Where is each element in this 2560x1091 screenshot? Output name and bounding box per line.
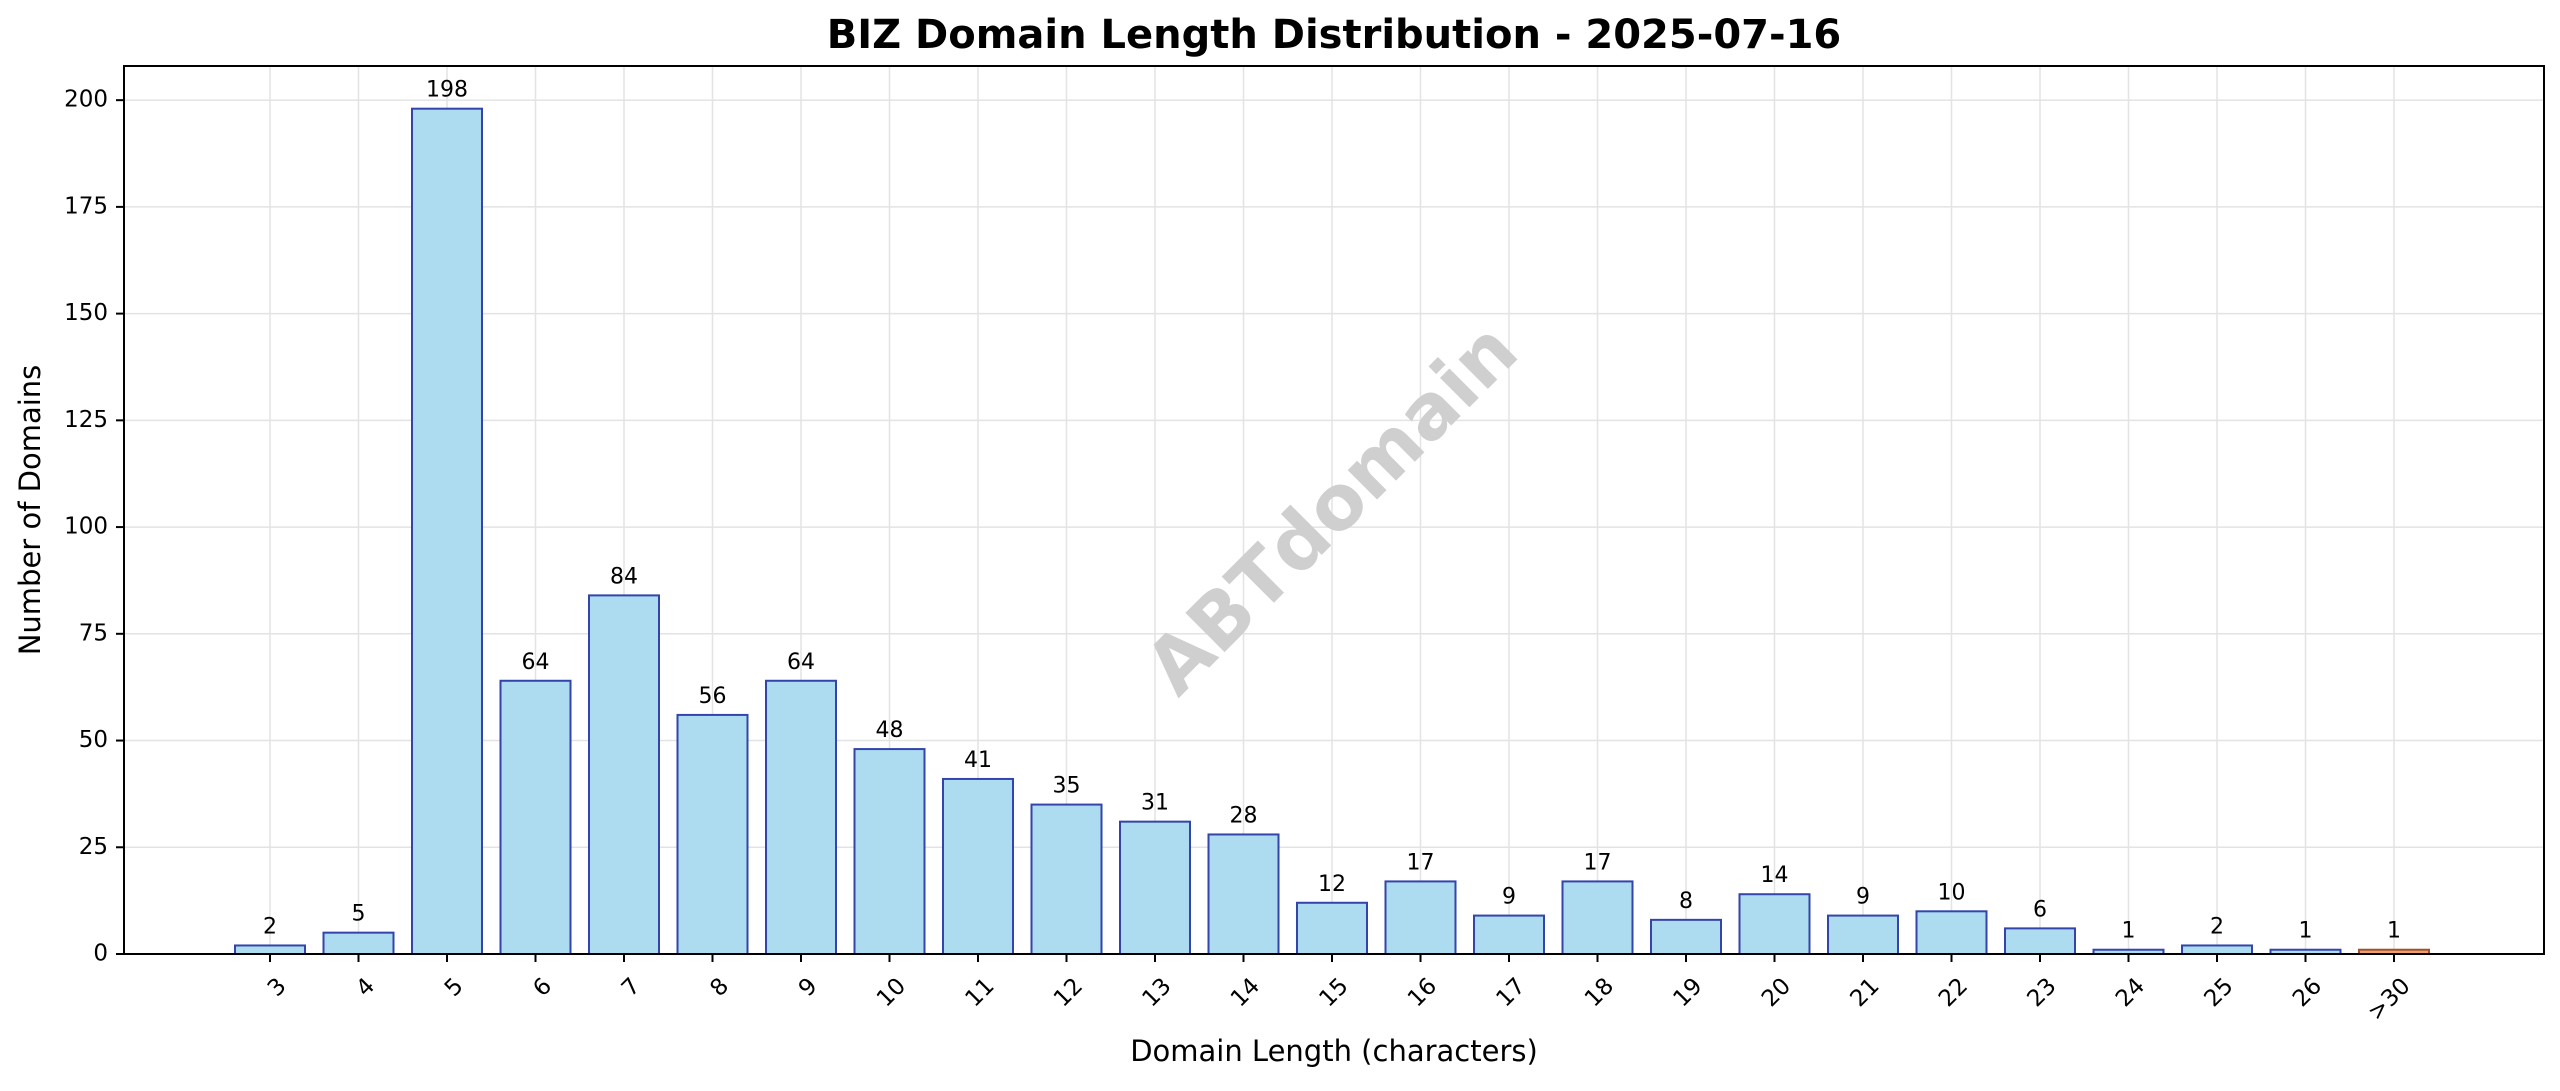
- y-tick-label: 175: [64, 193, 108, 219]
- y-tick-label: 0: [93, 941, 108, 967]
- bar-value-label: 56: [699, 684, 727, 709]
- bar-5: [411, 107, 483, 955]
- bar-value-label: 5: [352, 902, 366, 927]
- bar-11: [942, 777, 1014, 956]
- bar-value-label: 10: [1938, 880, 1966, 905]
- bar-value-label: 28: [1230, 803, 1258, 828]
- y-axis-ticks: 0 25 50 75 100 125 150 175 200: [64, 87, 124, 967]
- bar-value-label: 198: [426, 78, 468, 103]
- bar-21: [1827, 914, 1899, 955]
- y-tick-label: 200: [64, 87, 108, 113]
- bar-4: [322, 931, 395, 956]
- bar-23: [2004, 927, 2076, 956]
- bar-16: [1384, 880, 1457, 956]
- bar-value-label: 31: [1141, 791, 1169, 816]
- bar-value-label: 64: [787, 650, 815, 675]
- y-tick-label: 50: [79, 727, 108, 753]
- y-axis-label: Number of Domains: [13, 365, 47, 656]
- bar-9: [765, 679, 837, 955]
- bars: [234, 107, 2430, 956]
- bar-value-label: 2: [2210, 914, 2224, 939]
- y-tick-label: 100: [64, 514, 108, 540]
- bar-value-label: 2: [263, 914, 277, 939]
- chart-title: BIZ Domain Length Distribution - 2025-07…: [827, 12, 1842, 58]
- bar-value-label: 84: [610, 564, 638, 589]
- y-tick-label: 150: [64, 300, 108, 326]
- bar-value-label: 1: [2299, 919, 2313, 944]
- bar-value-label: 17: [1407, 850, 1435, 875]
- bar-value-label: 41: [964, 748, 992, 773]
- bar-18: [1561, 880, 1634, 956]
- bar-6: [499, 679, 572, 955]
- bar-3: [234, 944, 306, 956]
- bar-value-label: 1: [2387, 919, 2401, 944]
- bar-value-label: 35: [1053, 774, 1081, 799]
- bar-value-label: 48: [876, 718, 904, 743]
- y-tick-label: 75: [79, 620, 108, 646]
- bar-17: [1473, 914, 1545, 955]
- bar-10: [853, 748, 926, 955]
- bar-value-label: 14: [1761, 863, 1789, 888]
- bar-value-label: 17: [1584, 850, 1612, 875]
- bar-value-label: 8: [1679, 889, 1693, 914]
- bar-15: [1296, 901, 1368, 955]
- bar-22: [1915, 910, 1988, 955]
- bar-value-label: 12: [1318, 872, 1346, 897]
- bar-14: [1207, 833, 1280, 956]
- bar-25: [2181, 944, 2253, 956]
- bar-20: [1738, 893, 1811, 956]
- bar-value-label: 64: [522, 650, 550, 675]
- bar-8: [676, 713, 749, 956]
- bar-13: [1119, 820, 1191, 956]
- bar-7: [588, 594, 660, 956]
- bar-12: [1030, 803, 1103, 955]
- bar-value-label: 6: [2033, 897, 2047, 922]
- bar-value-label: 9: [1856, 885, 1870, 910]
- bar-value-label: 1: [2122, 919, 2136, 944]
- y-tick-label: 125: [64, 407, 108, 433]
- y-tick-label: 25: [79, 834, 108, 860]
- plot-frame: [123, 65, 2545, 955]
- x-axis-label: Domain Length (characters): [1130, 1034, 1538, 1068]
- bar-19: [1650, 918, 1722, 955]
- bar-value-label: 9: [1502, 885, 1516, 910]
